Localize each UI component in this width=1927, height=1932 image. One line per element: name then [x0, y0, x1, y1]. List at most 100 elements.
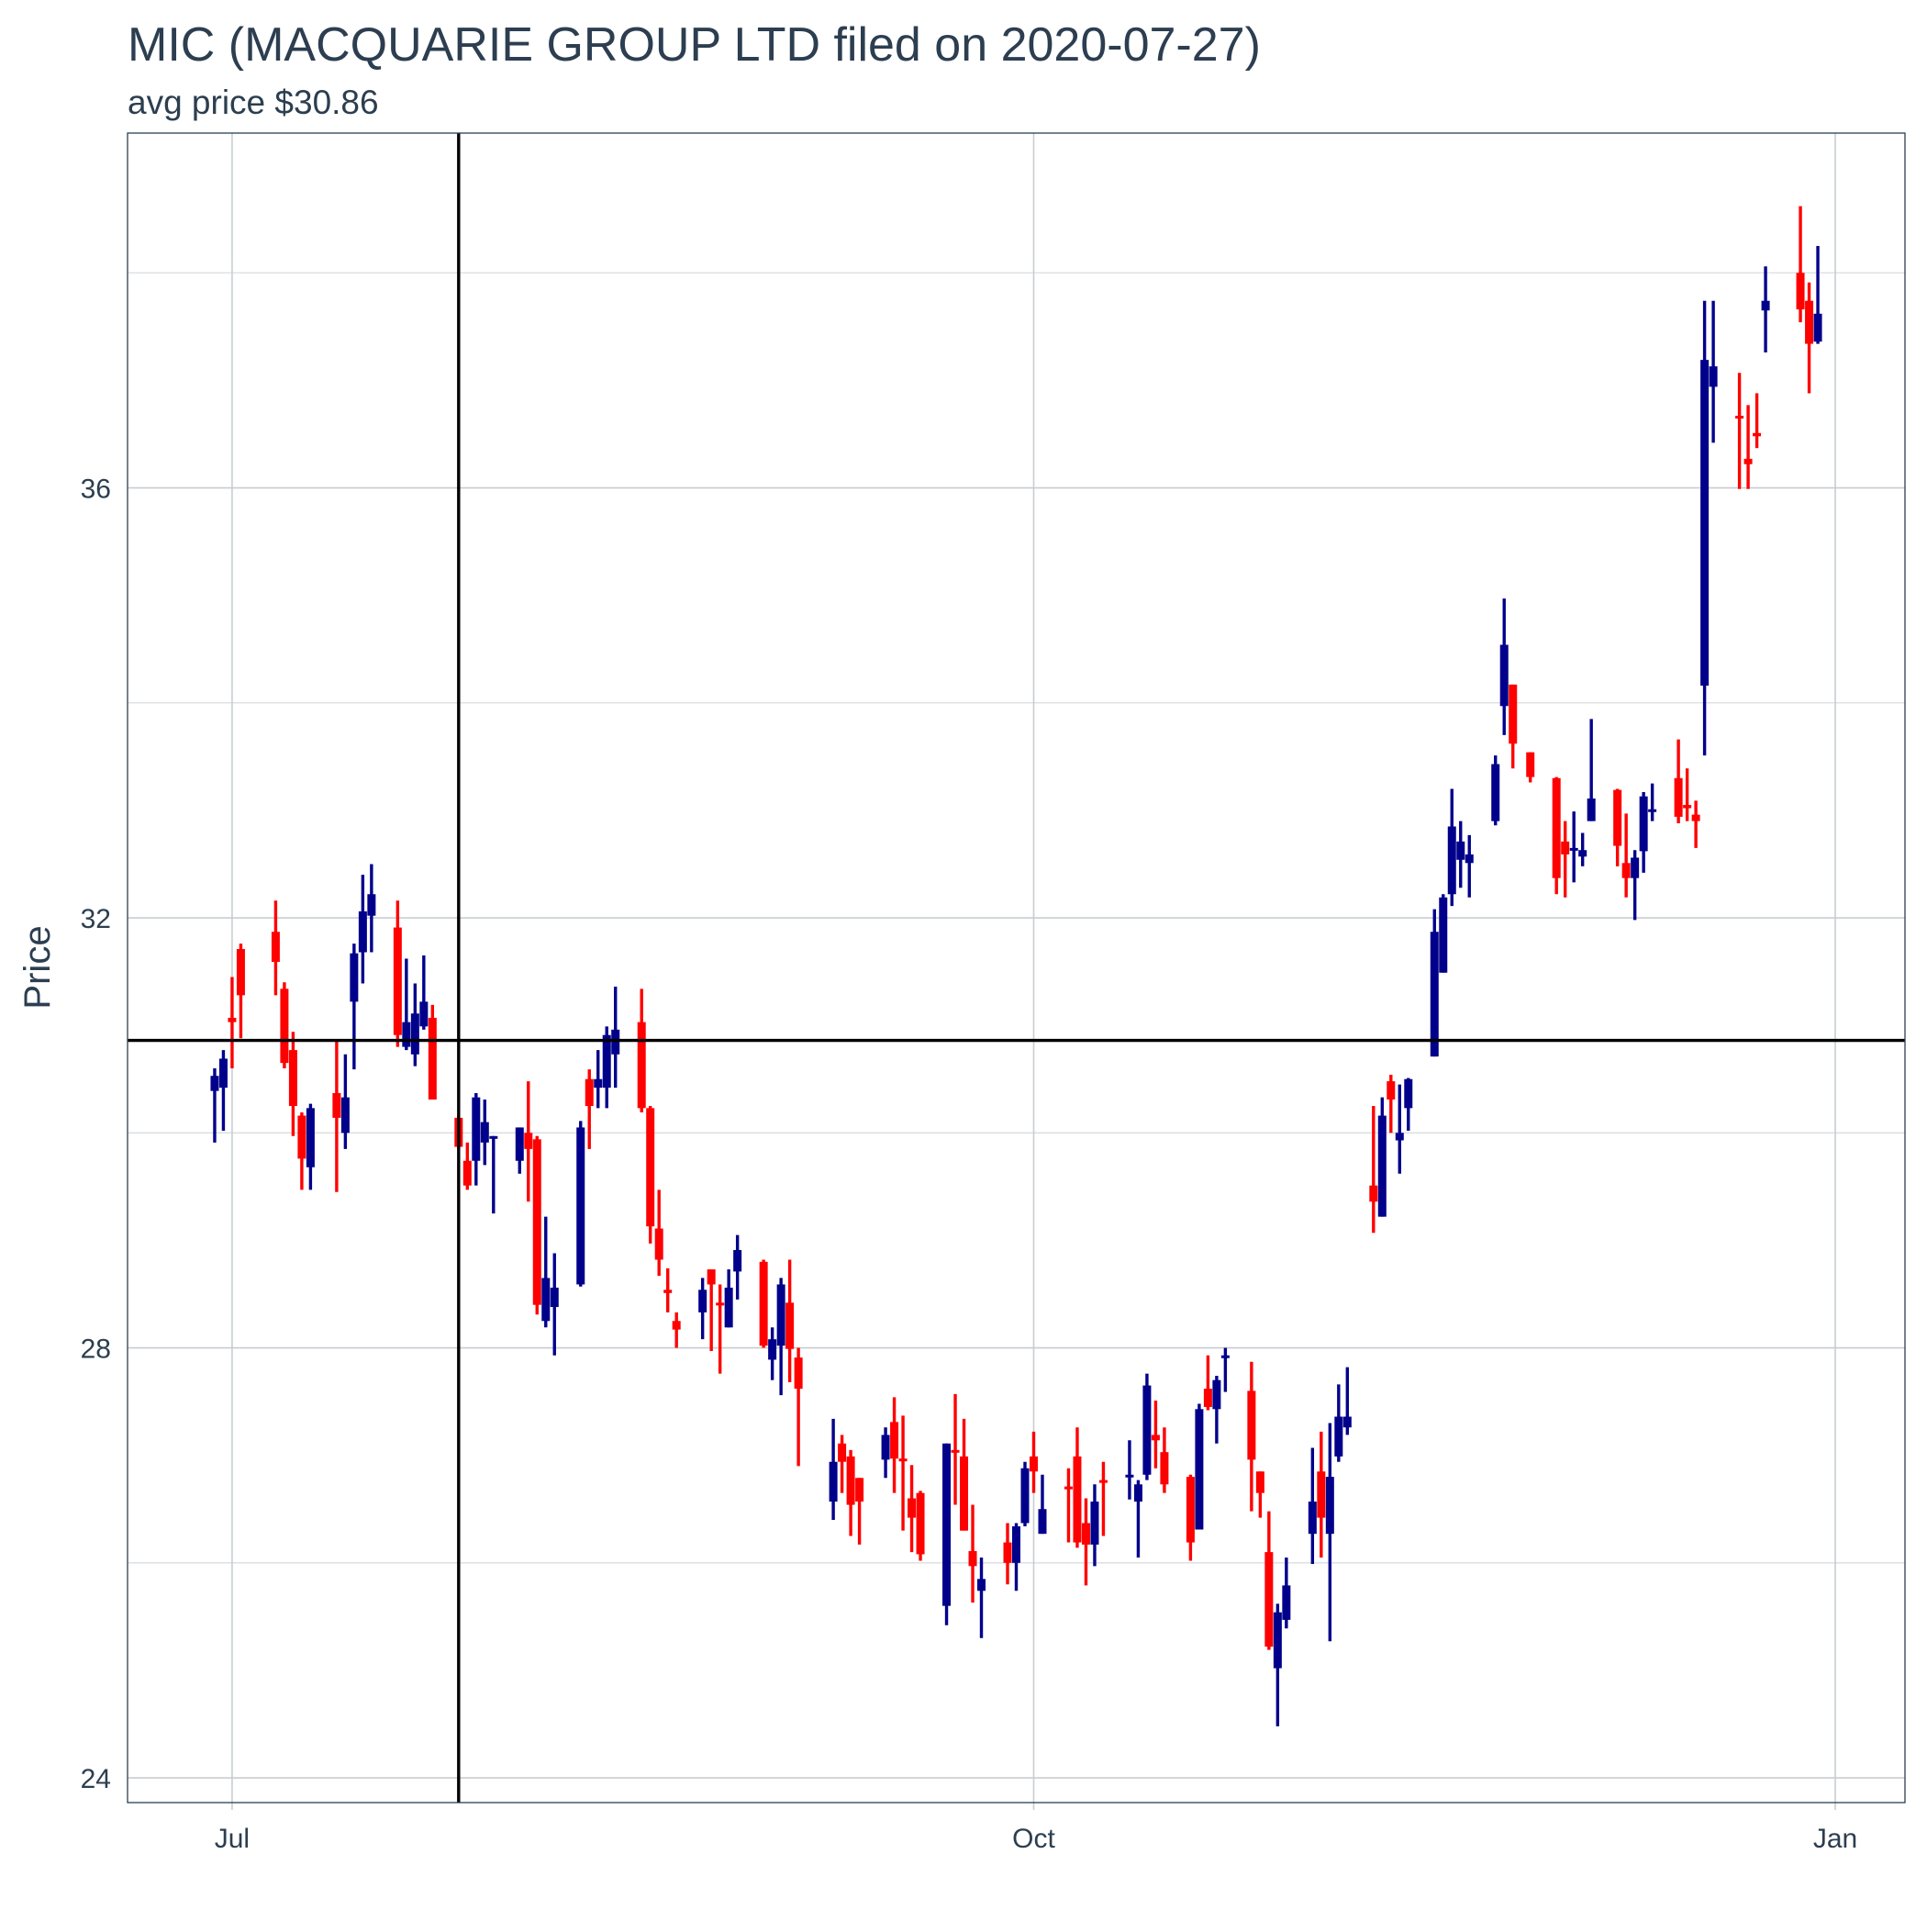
- candle-body: [768, 1339, 777, 1360]
- candle-body: [419, 1001, 429, 1027]
- candle-body: [1160, 1452, 1169, 1485]
- candle-body: [1273, 1612, 1282, 1669]
- candle-body: [1761, 300, 1770, 311]
- candle-body: [1220, 1355, 1230, 1358]
- chart-subtitle: avg price $30.86: [128, 84, 379, 121]
- candle-body: [1499, 644, 1509, 707]
- candle-body: [515, 1127, 524, 1161]
- candle-body: [1796, 273, 1805, 310]
- candle-body: [663, 1290, 673, 1293]
- candle-body: [794, 1357, 803, 1390]
- candle-body: [846, 1456, 855, 1505]
- candle-body: [1613, 789, 1622, 846]
- candle-body: [890, 1422, 899, 1459]
- candle-body: [218, 1058, 228, 1089]
- candle-body: [1203, 1389, 1212, 1407]
- candle-body: [1377, 1115, 1387, 1217]
- candle-body: [1151, 1435, 1160, 1441]
- y-tick-label: 28: [81, 1335, 111, 1365]
- candle-body: [1003, 1542, 1012, 1563]
- candle-body: [1691, 814, 1700, 821]
- candle-body: [480, 1122, 489, 1143]
- candle-body: [1735, 416, 1744, 419]
- candle-body: [1186, 1477, 1195, 1543]
- candle-body: [288, 1050, 297, 1107]
- candle-body: [410, 1013, 419, 1055]
- candle-body: [1569, 847, 1578, 851]
- candle-body: [1465, 854, 1474, 864]
- candle-body: [1064, 1486, 1073, 1490]
- candle-body: [1308, 1502, 1317, 1535]
- candle-body: [532, 1139, 541, 1305]
- candle-body: [585, 1078, 594, 1107]
- chart-title: MIC (MACQUARIE GROUP LTD filed on 2020-0…: [128, 18, 1261, 72]
- candle-body: [367, 894, 376, 916]
- candle-body: [576, 1127, 585, 1285]
- candle-body: [1456, 841, 1465, 860]
- candle-body: [1073, 1456, 1082, 1543]
- candle-body: [1325, 1477, 1334, 1535]
- candle-body: [881, 1435, 890, 1460]
- candle-body: [898, 1458, 908, 1462]
- candle-body: [1133, 1484, 1142, 1502]
- candle-body: [297, 1115, 306, 1159]
- candle-body: [611, 1029, 620, 1055]
- candle-body: [916, 1492, 925, 1555]
- candle-body: [350, 953, 359, 1002]
- candle-body: [489, 1135, 498, 1139]
- candle-body: [733, 1249, 742, 1272]
- candle-body: [942, 1443, 952, 1606]
- candle-body: [672, 1321, 681, 1330]
- candle-body: [951, 1449, 960, 1453]
- x-tick-label: Jan: [1813, 1824, 1857, 1854]
- candle-body: [1743, 458, 1753, 464]
- candle-body: [1805, 300, 1814, 344]
- candle-body: [1212, 1379, 1221, 1410]
- plot-border: [127, 132, 1906, 1804]
- candle-body: [908, 1498, 917, 1518]
- candle-body: [1255, 1471, 1264, 1493]
- candle-body: [776, 1284, 785, 1346]
- candle-body: [1247, 1390, 1256, 1460]
- candle-body: [1038, 1509, 1047, 1535]
- candle-body: [1709, 366, 1718, 387]
- candle-body: [280, 988, 289, 1064]
- candle-body: [550, 1287, 559, 1308]
- candle-body: [1813, 313, 1822, 342]
- candle-body: [1552, 777, 1561, 878]
- candle-body: [1753, 432, 1762, 437]
- y-tick-label: 24: [81, 1764, 111, 1794]
- candle-body: [306, 1108, 315, 1167]
- candle-body: [393, 927, 402, 1035]
- candle-body: [838, 1443, 847, 1462]
- candle-body: [228, 1017, 237, 1022]
- candle-body: [1142, 1385, 1152, 1475]
- candle-body: [236, 949, 245, 996]
- candle-body: [472, 1097, 481, 1161]
- x-tick-label: Jul: [215, 1824, 250, 1854]
- candle-body: [1587, 798, 1596, 821]
- candle-body: [1395, 1133, 1404, 1141]
- candle-body: [1404, 1078, 1413, 1109]
- candle-body: [1683, 805, 1692, 809]
- candle-body: [1342, 1416, 1352, 1428]
- candle-body: [1578, 850, 1587, 857]
- y-tick-label: 32: [81, 904, 111, 934]
- candle-body: [1090, 1502, 1099, 1545]
- candle-body: [968, 1550, 977, 1567]
- candle-body: [1700, 360, 1710, 687]
- candle-body: [462, 1160, 472, 1186]
- candle-body: [707, 1269, 716, 1285]
- candle-body: [1012, 1525, 1020, 1563]
- x-tick-label: Oct: [1012, 1824, 1055, 1854]
- candle-body: [1387, 1081, 1396, 1100]
- candle-body: [428, 1017, 437, 1100]
- candle-body: [1648, 809, 1657, 812]
- candle-body: [1526, 752, 1535, 777]
- candle-body: [1334, 1416, 1343, 1457]
- candle-body: [1098, 1480, 1108, 1483]
- candle-body: [637, 1022, 646, 1109]
- candle-body: [271, 932, 280, 963]
